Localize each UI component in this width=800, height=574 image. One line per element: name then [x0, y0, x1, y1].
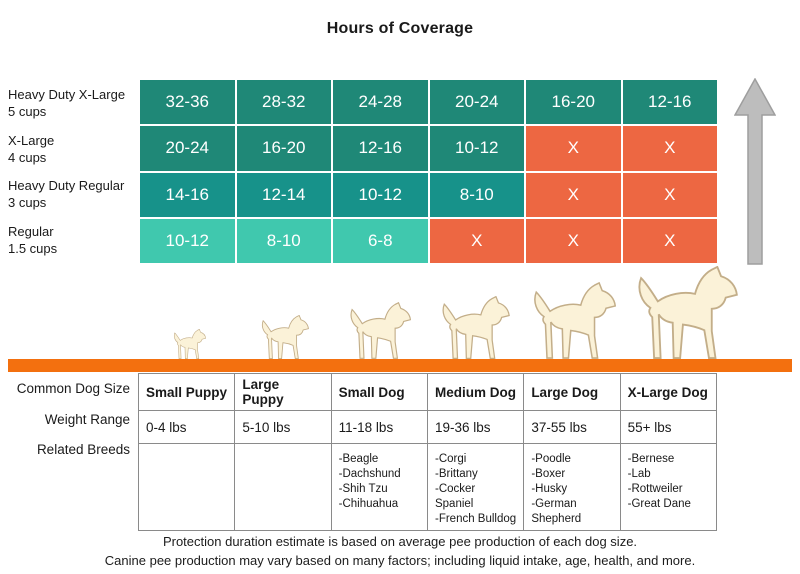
- heatmap-cell: 28-32: [236, 80, 331, 125]
- heatmap-row-label: X-Large 4 cups: [8, 126, 136, 172]
- heatmap-cell: 12-16: [333, 126, 428, 171]
- related-breeds-cell: [234, 443, 332, 531]
- page-title: Hours of Coverage: [326, 20, 474, 37]
- dog-size-table: Small Puppy Large Puppy Small Dog Medium Do…: [137, 373, 718, 531]
- heatmap-cell: 20-24: [429, 80, 524, 125]
- heatmap-cell: 10-12: [429, 126, 524, 171]
- dog-size-table-body: Small Puppy Large Puppy Small Dog Medium Do…: [137, 373, 718, 531]
- heatmap-row-label: Regular 1.5 cups: [8, 217, 136, 263]
- heatmap-cell: X: [429, 218, 524, 263]
- dog-size-header-cell: X-Large Dog: [619, 373, 718, 411]
- heatmap-cell: 24-28: [333, 80, 428, 125]
- heatmap-cell: 16-20: [236, 126, 331, 171]
- heatmap-cell: 14-16: [140, 172, 235, 217]
- heatmap-cell: X: [526, 126, 621, 171]
- heatmap-cell: 8-10: [429, 172, 524, 217]
- pad-capacity-label: 5 cups: [8, 104, 47, 119]
- dog-silhouette-small-dog: [343, 302, 411, 359]
- dog-size-header-cell: Large Puppy: [234, 373, 332, 411]
- dog-size-header-cell: Small Dog: [330, 373, 428, 411]
- related-breeds-cell: -Bernese -Lab -Rottweiler -Great Dane: [619, 443, 718, 531]
- weight-range-cell: 5-10 lbs: [234, 410, 332, 444]
- dog-silhouette-large-puppy: [256, 315, 309, 359]
- pad-capacity-label: 4 cups: [8, 150, 47, 165]
- heatmap-cell: 20-24: [140, 126, 235, 171]
- pad-size-label: X-Large: [8, 133, 55, 148]
- heatmap-cell: 8-10: [236, 218, 331, 263]
- heatmap-cell: 32-36: [140, 80, 235, 125]
- ground-band: [8, 359, 792, 372]
- related-breeds-cell: -Poodle -Boxer -Husky -German Shepherd: [523, 443, 621, 531]
- dog-silhouette-small-puppy: [170, 329, 206, 359]
- heatmap-cell: 10-12: [333, 172, 428, 217]
- pad-size-label: Heavy Duty X-Large: [8, 87, 126, 102]
- table-row-label: Common Dog Size: [16, 380, 130, 396]
- pad-capacity-label: 1.5 cups: [8, 241, 58, 256]
- dog-size-header-cell: Medium Dog: [426, 373, 525, 411]
- heatmap-cell: X: [622, 218, 717, 263]
- table-row: Small Puppy Large Puppy Small Dog Medium Do…: [137, 373, 718, 411]
- related-breeds-cell: -Beagle -Dachshund -Shih Tzu -Chihuahua: [330, 443, 428, 531]
- table-row-label: Weight Range: [44, 411, 130, 427]
- pad-size-label: Regular: [8, 224, 54, 239]
- pad-size-label: Heavy Duty Regular: [8, 178, 125, 193]
- dog-silhouette-x-large-dog: [626, 266, 738, 359]
- heatmap-grid: 32-36 28-32 24-28 20-24 16-20 12-16 20-24 16-20…: [140, 80, 717, 263]
- dog-size-header-cell: Small Puppy: [137, 373, 236, 411]
- heatmap-cell: X: [526, 172, 621, 217]
- related-breeds-cell: -Corgi -Brittany -Cocker Spaniel -French…: [426, 443, 525, 531]
- heatmap-cell: 12-16: [622, 80, 717, 125]
- dog-silhouette-medium-dog: [434, 296, 510, 359]
- weight-range-cell: 55+ lbs: [619, 410, 718, 444]
- up-arrow-icon: [734, 78, 776, 265]
- heatmap-cell: 6-8: [333, 218, 428, 263]
- disclaimer-line-2: Canine pee production may vary based on …: [104, 552, 696, 568]
- pad-capacity-label: 3 cups: [8, 195, 47, 210]
- dog-size-header-cell: Large Dog: [523, 373, 621, 411]
- disclaimer-line-1: Protection duration estimate is based on…: [162, 534, 638, 549]
- heatmap-cell: 16-20: [526, 80, 621, 125]
- heatmap-cell: 10-12: [140, 218, 235, 263]
- heatmap-cell: X: [622, 172, 717, 217]
- table-row-label: Related Breeds: [36, 442, 130, 457]
- table-row: -Beagle -Dachshund -Shih Tzu -Chihuahua -…: [137, 443, 718, 531]
- heatmap-row-label: Heavy Duty Regular 3 cups: [8, 171, 136, 217]
- heatmap-cell: X: [622, 126, 717, 171]
- heatmap-cell: 12-14: [236, 172, 331, 217]
- heatmap-row-label: Heavy Duty X-Large 5 cups: [8, 80, 136, 126]
- weight-range-cell: 0-4 lbs: [137, 410, 236, 444]
- weight-range-cell: 19-36 lbs: [426, 410, 525, 444]
- disclaimer: Protection duration estimate is based on…: [0, 533, 800, 570]
- related-breeds-cell: [137, 443, 236, 531]
- dog-silhouette-large-dog: [524, 282, 616, 359]
- weight-range-cell: 11-18 lbs: [330, 410, 428, 444]
- weight-range-cell: 37-55 lbs: [523, 410, 621, 444]
- heatmap-cell: X: [526, 218, 621, 263]
- table-row: 0-4 lbs 5-10 lbs 11-18 lbs 19-36 lbs 37-55 l…: [137, 410, 718, 444]
